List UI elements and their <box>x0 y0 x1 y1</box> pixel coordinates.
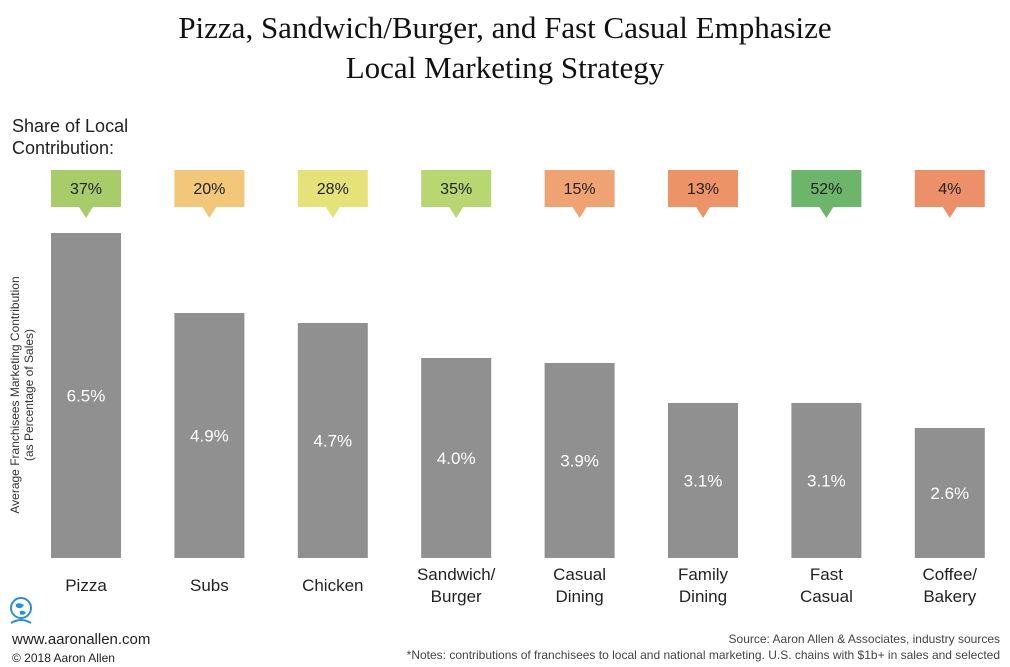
share-of-local-contribution-label: Share of Local Contribution: <box>12 115 128 159</box>
local-share-callout <box>297 170 368 218</box>
category-label: Pizza <box>65 576 107 595</box>
category-label: Dining <box>679 587 727 606</box>
local-share-callout <box>914 170 985 218</box>
bar <box>791 403 862 558</box>
chart-title: Pizza, Sandwich/Burger, and Fast Casual … <box>0 8 1010 88</box>
source-text: Source: Aaron Allen & Associates, indust… <box>728 632 1000 646</box>
bar-value-label: 2.6% <box>930 484 969 503</box>
bar <box>544 363 615 558</box>
website-text: www.aaronallen.com <box>12 631 151 648</box>
local-share-label: 4% <box>938 181 961 198</box>
bar-value-label: 6.5% <box>67 387 106 406</box>
bar <box>297 323 368 558</box>
local-share-label: 52% <box>810 181 842 198</box>
bar <box>914 428 985 558</box>
bar-value-label: 4.0% <box>437 449 476 468</box>
bar-value-label: 4.9% <box>190 427 229 446</box>
bar-value-label: 3.1% <box>807 472 846 491</box>
bar <box>174 313 245 558</box>
bar <box>668 403 738 558</box>
category-label: Bakery <box>923 587 976 606</box>
local-share-callout <box>421 170 492 218</box>
local-share-callout <box>51 170 121 218</box>
category-label: Coffee/ <box>923 565 978 584</box>
copyright-text: © 2018 Aaron Allen <box>12 651 115 665</box>
local-share-callout <box>174 170 245 218</box>
globe-logo-icon <box>10 597 32 624</box>
category-label: Casual <box>800 587 853 606</box>
category-label: Fast <box>810 565 843 584</box>
local-share-label: 28% <box>317 181 349 198</box>
category-label: Sandwich/ <box>417 565 496 584</box>
category-label: Subs <box>190 576 229 595</box>
bar-value-label: 4.7% <box>313 432 352 451</box>
bar-value-label: 3.1% <box>684 472 723 491</box>
local-share-label: 37% <box>70 181 102 198</box>
bar-value-label: 3.9% <box>560 452 599 471</box>
local-share-label: 13% <box>687 181 719 198</box>
chart-title-line-1: Pizza, Sandwich/Burger, and Fast Casual … <box>178 10 832 45</box>
chart-title-line-2: Local Marketing Strategy <box>345 50 665 85</box>
share-label-line-2: Contribution: <box>12 138 115 158</box>
category-label: Chicken <box>302 576 363 595</box>
notes-text: *Notes: contributions of franchisees to … <box>406 648 1000 662</box>
category-label: Dining <box>555 587 603 606</box>
category-label: Family <box>678 565 729 584</box>
local-share-callout <box>668 170 738 218</box>
category-label: Casual <box>553 565 606 584</box>
bar <box>51 233 121 558</box>
local-share-callout <box>791 170 862 218</box>
local-share-callout <box>544 170 615 218</box>
local-share-label: 20% <box>193 181 225 198</box>
category-label: Burger <box>431 587 482 606</box>
bar <box>421 358 492 558</box>
share-label-line-1: Share of Local <box>12 116 129 136</box>
local-share-label: 15% <box>564 181 596 198</box>
local-share-label: 35% <box>440 181 472 198</box>
